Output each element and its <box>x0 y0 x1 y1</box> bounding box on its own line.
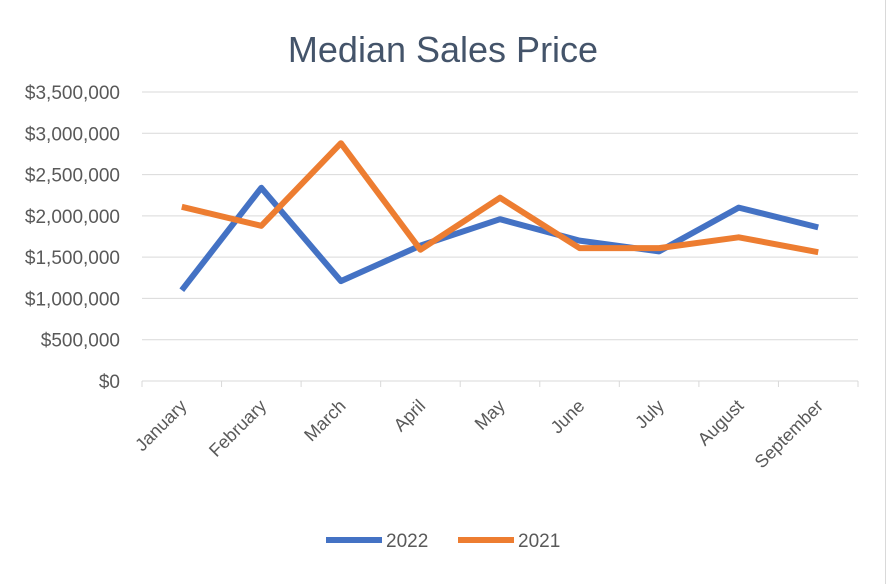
y-tick-label: $2,000,000 <box>25 207 120 228</box>
y-axis-ticks: $0 $500,000 $1,000,000 $1,500,000 $2,000,000… <box>25 83 120 393</box>
y-tick-label: $500,000 <box>41 331 120 352</box>
x-tick-label: July <box>631 396 668 433</box>
y-tick-label: $3,000,000 <box>25 124 120 145</box>
x-tick-label: August <box>694 396 748 450</box>
y-tick-label: $2,500,000 <box>25 166 120 187</box>
x-tick-label: March <box>300 396 350 446</box>
y-tick-label: $3,500,000 <box>25 83 120 104</box>
y-tick-label: $1,000,000 <box>25 289 120 310</box>
x-tick-label: February <box>205 396 270 461</box>
x-tick-label: June <box>547 396 589 438</box>
x-tick-label: May <box>471 396 509 434</box>
x-tick-label: April <box>390 396 430 436</box>
legend-label: 2022 <box>386 531 428 552</box>
x-tick-label: September <box>751 396 827 472</box>
y-tick-label: $0 <box>99 372 120 393</box>
legend: 2022 2021 <box>326 531 560 552</box>
legend-label: 2021 <box>518 531 560 552</box>
y-tick-label: $1,500,000 <box>25 248 120 269</box>
x-axis-ticks: January February March April May June July Augu… <box>131 381 859 472</box>
gridlines <box>142 91 858 382</box>
x-tick-label: January <box>131 396 190 455</box>
series-lines <box>179 140 819 293</box>
chart-title: Median Sales Price <box>288 29 598 70</box>
